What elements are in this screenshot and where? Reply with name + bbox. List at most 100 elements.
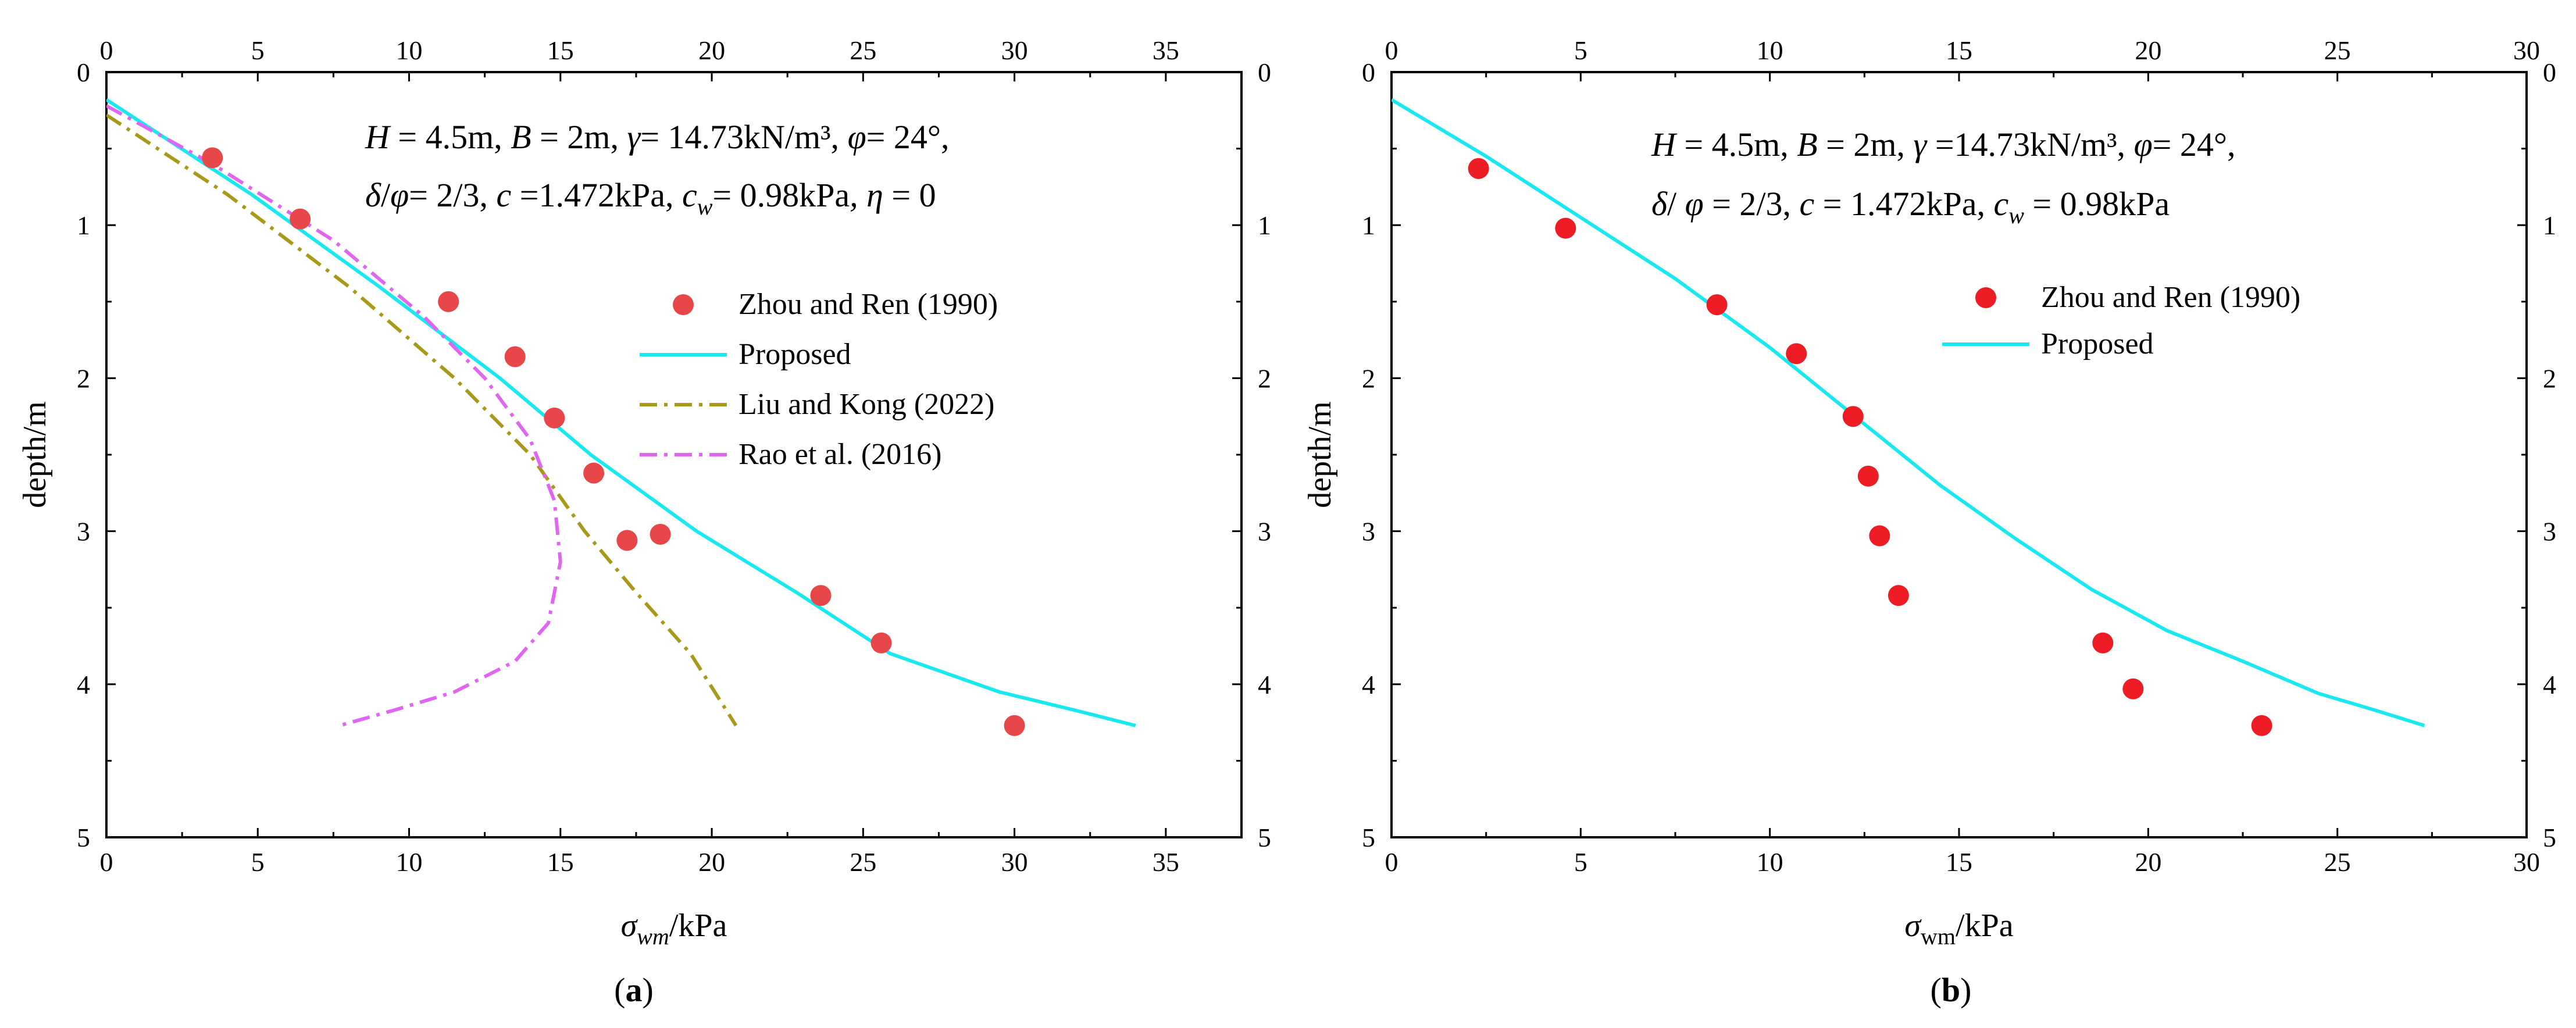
annotation-segment: φ	[1685, 185, 1704, 223]
y-tick-label-right: 3	[1258, 517, 1271, 547]
y-tick-label-right: 3	[2543, 517, 2556, 547]
legend-label: Liu and Kong (2022)	[738, 388, 994, 421]
y-tick-label-left: 3	[77, 517, 90, 547]
annotation-segment: = 24°,	[866, 118, 950, 156]
data-point	[1869, 525, 1890, 547]
parameter-annotation: H = 4.5m, B = 2m, γ= 14.73kN/m³, φ= 24°,	[365, 118, 950, 156]
annotation-segment: = 2m,	[531, 118, 627, 156]
legend-label: Zhou and Ren (1990)	[738, 288, 998, 321]
x-axis-title: σwm/kPa	[621, 908, 727, 950]
x-axis-unit: /kPa	[669, 908, 727, 944]
annotation-segment: = 0.98kPa	[2024, 185, 2170, 223]
x-tick-label-top: 25	[2324, 35, 2351, 65]
annotation-segment: /	[381, 176, 391, 214]
x-tick-label-top: 5	[1574, 35, 1587, 65]
x-tick-label-top: 30	[2513, 35, 2540, 65]
data-point	[438, 291, 459, 312]
data-point	[1857, 465, 1879, 487]
legend-label: Rao et al. (2016)	[738, 438, 941, 471]
series-line-proposed	[106, 98, 1136, 727]
x-tick-label-bottom: 15	[547, 847, 574, 877]
data-point	[616, 530, 638, 551]
panel-label: (a)	[614, 971, 654, 1009]
y-tick-label-left: 0	[1362, 58, 1375, 87]
data-point	[1004, 715, 1025, 736]
parameter-annotation: H = 4.5m, B = 2m, γ =14.73kN/m³, φ= 24°,	[1651, 126, 2236, 163]
x-axis-subscript: wm	[1921, 923, 1956, 950]
y-tick-label-left: 1	[77, 210, 90, 240]
x-tick-label-top: 10	[396, 35, 423, 65]
annotation-segment: = 2/3,	[1704, 185, 1800, 223]
data-point	[1706, 294, 1728, 316]
parameter-annotation: δ/ φ = 2/3, c = 1.472kPa, cw = 0.98kPa	[1651, 185, 2170, 229]
data-point	[202, 147, 223, 169]
data-point	[290, 208, 311, 230]
data-point	[1555, 217, 1576, 239]
y-tick-label-right: 4	[1258, 670, 1271, 699]
x-axis-subscript: wm	[637, 923, 669, 950]
data-point	[650, 523, 671, 545]
data-point	[2251, 715, 2272, 736]
y-tick-label-right: 0	[2543, 58, 2556, 87]
annotation-segment: c	[1800, 185, 1815, 223]
data-point	[2122, 678, 2144, 699]
y-axis-title: depth/m	[1302, 401, 1338, 508]
annotation-segment: γ	[1913, 126, 1928, 163]
x-tick-label-bottom: 0	[1385, 847, 1398, 877]
x-tick-label-bottom: 10	[396, 847, 423, 877]
x-tick-label-bottom: 25	[2324, 847, 2351, 877]
data-point	[583, 462, 605, 484]
y-tick-label-left: 3	[1362, 517, 1375, 547]
legend-marker	[1975, 287, 1996, 308]
series-line-liu-and-kong-2022-	[106, 113, 738, 727]
y-tick-label-left: 1	[1362, 210, 1375, 240]
y-tick-label-left: 2	[1362, 363, 1375, 393]
panel-label: (b)	[1931, 971, 1972, 1009]
y-tick-label-left: 5	[77, 823, 90, 852]
x-axis-unit: /kPa	[1956, 908, 2014, 944]
annotation-segment: γ	[627, 118, 641, 156]
annotation-segment: φ	[390, 176, 409, 214]
x-tick-label-top: 20	[698, 35, 725, 65]
x-tick-label-bottom: 30	[1001, 847, 1028, 877]
y-tick-label-left: 0	[77, 58, 90, 87]
y-axis-title: depth/m	[17, 401, 53, 508]
x-tick-label-top: 0	[100, 35, 113, 65]
legend-label: Zhou and Ren (1990)	[2041, 281, 2300, 314]
data-point	[870, 632, 892, 654]
annotation-segment: H	[1651, 126, 1678, 163]
y-tick-label-right: 5	[1258, 823, 1271, 852]
annotation-segment: = 2m,	[1818, 126, 1914, 163]
annotation-segment: = 4.5m,	[1676, 126, 1797, 163]
series-layer	[106, 98, 1136, 736]
legend-marker	[673, 294, 694, 315]
annotation-segment: /	[1667, 185, 1685, 223]
x-tick-label-bottom: 5	[251, 847, 265, 877]
y-tick-label-right: 1	[2543, 210, 2556, 240]
y-tick-label-right: 4	[2543, 670, 2556, 699]
data-point	[1888, 585, 1909, 606]
x-tick-label-bottom: 15	[1946, 847, 1972, 877]
annotation-segment: =14.73kN/m³,	[1926, 126, 2133, 163]
x-tick-label-top: 0	[1385, 35, 1398, 65]
annotation-segment: = 2/3,	[409, 176, 496, 214]
x-tick-label-top: 15	[1946, 35, 1972, 65]
x-tick-label-top: 35	[1153, 35, 1179, 65]
y-tick-label-right: 2	[1258, 363, 1271, 393]
data-point	[1786, 343, 1807, 365]
data-point	[544, 407, 565, 429]
series-layer	[1392, 98, 2425, 736]
x-tick-label-top: 20	[2135, 35, 2161, 65]
x-tick-label-bottom: 35	[1153, 847, 1179, 877]
x-tick-label-top: 30	[1001, 35, 1028, 65]
y-tick-label-right: 5	[2543, 823, 2556, 852]
annotation-segment: H	[365, 118, 391, 156]
annotation-segment: B	[1797, 126, 1817, 163]
x-axis-title: σwm/kPa	[1904, 908, 2013, 950]
annotation-segment: = 0	[883, 176, 936, 214]
legend-label: Proposed	[738, 338, 851, 371]
annotation-segment: = 14.73kN/m³,	[640, 118, 847, 156]
x-tick-label-bottom: 10	[1757, 847, 1783, 877]
annotation-segment: = 24°,	[2153, 126, 2236, 163]
